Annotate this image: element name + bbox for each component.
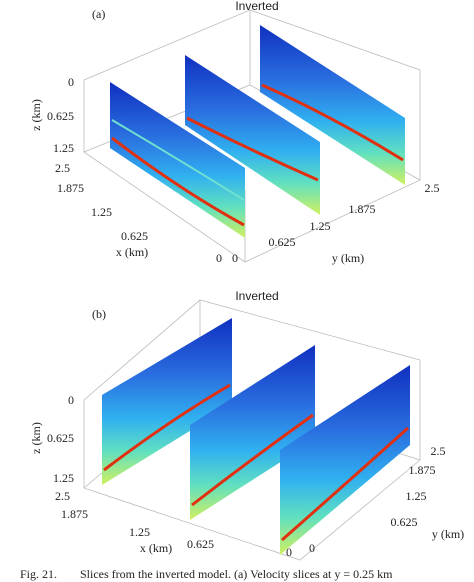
z-tick-label: 1.25	[53, 471, 74, 485]
x-tick-label: 2.5	[55, 161, 70, 175]
caption-fig: Fig. 21.	[20, 567, 57, 581]
x-tick-label: 1.875	[57, 181, 84, 195]
axes-box	[83, 9, 421, 561]
y-tick-label: 1.25	[310, 219, 331, 233]
y-tick-label: 1.25	[406, 489, 427, 503]
panel-title: Inverted	[235, 0, 278, 13]
y-tick-label: 1.875	[409, 463, 436, 477]
x-tick-label: 2.5	[55, 489, 70, 503]
z-axis-label: z (km)	[29, 422, 43, 454]
y-tick-label: 0.625	[391, 515, 418, 529]
z-tick-label: 0	[68, 75, 74, 89]
z-tick-label: 0	[68, 393, 74, 407]
caption-text: Slices from the inverted model. (a) Velo…	[80, 567, 393, 581]
y-axis-label: y (km)	[332, 251, 364, 265]
y-tick-label: 0.625	[269, 235, 296, 249]
y-tick-label: 2.5	[431, 444, 446, 458]
slices	[102, 25, 410, 555]
y-tick-label: 2.5	[425, 181, 440, 195]
x-tick-label: 1.875	[61, 507, 88, 521]
x-tick-label: 1.25	[91, 205, 112, 219]
z-tick-label: 0.625	[47, 431, 74, 445]
z-axis-label: z (km)	[29, 99, 43, 131]
y-tick-label: 1.875	[349, 202, 376, 216]
x-tick-label: 0	[216, 251, 222, 265]
x-axis-label: x (km)	[116, 245, 148, 259]
x-tick-label: 0	[286, 545, 292, 559]
x-tick-label: 0.625	[121, 229, 148, 243]
y-tick-label: 0	[232, 251, 238, 265]
x-axis-label: x (km)	[140, 541, 172, 555]
y-tick-label: 0	[309, 541, 315, 555]
z-tick-label: 1.25	[53, 141, 74, 155]
panel-label: (b)	[92, 307, 106, 321]
x-tick-label: 1.25	[129, 525, 150, 539]
panel-title: Inverted	[235, 289, 278, 303]
z-tick-label: 0.625	[47, 109, 74, 123]
panel-label: (a)	[92, 7, 105, 21]
y-axis-label: y (km)	[432, 527, 464, 541]
x-tick-label: 0.625	[187, 537, 214, 551]
